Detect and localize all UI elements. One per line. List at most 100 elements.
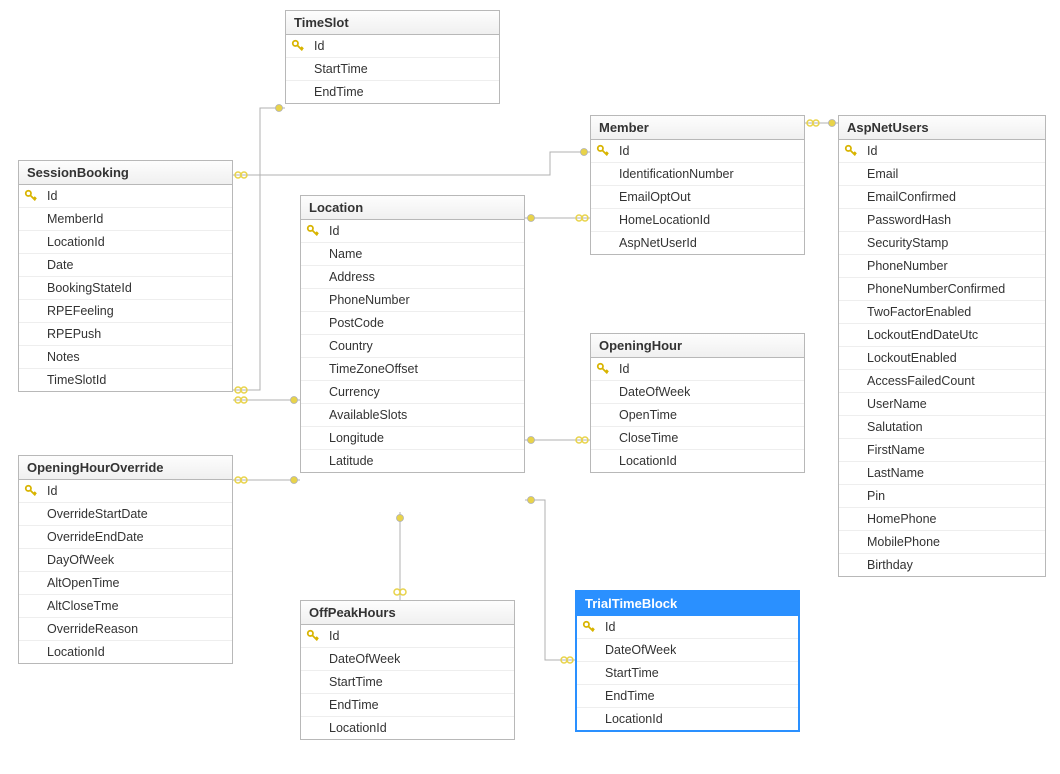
column-row[interactable]: PasswordHash <box>839 209 1045 232</box>
column-row[interactable]: AvailableSlots <box>301 404 524 427</box>
column-row[interactable]: FirstName <box>839 439 1045 462</box>
column-row[interactable]: LocationId <box>577 708 798 730</box>
column-row[interactable]: PostCode <box>301 312 524 335</box>
column-row[interactable]: EmailConfirmed <box>839 186 1045 209</box>
column-row[interactable]: DateOfWeek <box>301 648 514 671</box>
column-name: BookingStateId <box>43 281 132 295</box>
column-row[interactable]: Id <box>839 140 1045 163</box>
entity-header[interactable]: TimeSlot <box>286 11 499 35</box>
entity-openinghour[interactable]: OpeningHour IdDateOfWeekOpenTimeCloseTim… <box>590 333 805 473</box>
column-row[interactable]: LockoutEnabled <box>839 347 1045 370</box>
column-row[interactable]: Latitude <box>301 450 524 472</box>
column-row[interactable]: SecurityStamp <box>839 232 1045 255</box>
column-name: Salutation <box>863 420 923 434</box>
column-row[interactable]: Id <box>591 358 804 381</box>
column-row[interactable]: Notes <box>19 346 232 369</box>
column-row[interactable]: Date <box>19 254 232 277</box>
column-row[interactable]: StartTime <box>577 662 798 685</box>
column-name: PhoneNumber <box>863 259 948 273</box>
column-row[interactable]: DayOfWeek <box>19 549 232 572</box>
entity-header[interactable]: Location <box>301 196 524 220</box>
column-row[interactable]: PhoneNumber <box>839 255 1045 278</box>
column-row[interactable]: OverrideStartDate <box>19 503 232 526</box>
entity-header[interactable]: Member <box>591 116 804 140</box>
column-row[interactable]: LockoutEndDateUtc <box>839 324 1045 347</box>
column-row[interactable]: BookingStateId <box>19 277 232 300</box>
column-row[interactable]: CloseTime <box>591 427 804 450</box>
column-row[interactable]: PhoneNumber <box>301 289 524 312</box>
pk-key-icon <box>286 39 310 53</box>
entity-member[interactable]: Member IdIdentificationNumberEmailOptOut… <box>590 115 805 255</box>
column-row[interactable]: StartTime <box>286 58 499 81</box>
column-row[interactable]: Id <box>286 35 499 58</box>
column-row[interactable]: Id <box>19 480 232 503</box>
column-row[interactable]: TimeZoneOffset <box>301 358 524 381</box>
column-row[interactable]: LocationId <box>591 450 804 472</box>
column-row[interactable]: LastName <box>839 462 1045 485</box>
column-row[interactable]: Id <box>19 185 232 208</box>
entity-timeslot[interactable]: TimeSlot IdStartTimeEndTime <box>285 10 500 104</box>
entity-header[interactable]: OffPeakHours <box>301 601 514 625</box>
column-row[interactable]: DateOfWeek <box>591 381 804 404</box>
er-diagram-canvas[interactable]: TimeSlot IdStartTimeEndTimeSessionBookin… <box>0 0 1060 774</box>
entity-location[interactable]: Location IdNameAddressPhoneNumberPostCod… <box>300 195 525 473</box>
column-row[interactable]: Country <box>301 335 524 358</box>
column-name: Notes <box>43 350 80 364</box>
column-row[interactable]: AccessFailedCount <box>839 370 1045 393</box>
column-row[interactable]: Birthday <box>839 554 1045 576</box>
column-row[interactable]: TwoFactorEnabled <box>839 301 1045 324</box>
entity-aspnetusers[interactable]: AspNetUsers Id Email EmailConfirmedPasswor… <box>838 115 1046 577</box>
column-row[interactable]: EmailOptOut <box>591 186 804 209</box>
column-row[interactable]: TimeSlotId <box>19 369 232 391</box>
column-name: Id <box>43 484 57 498</box>
column-row[interactable]: PhoneNumberConfirmed <box>839 278 1045 301</box>
column-row[interactable]: RPEPush <box>19 323 232 346</box>
column-name: OverrideReason <box>43 622 138 636</box>
column-row[interactable]: HomeLocationId <box>591 209 804 232</box>
column-row[interactable]: Longitude <box>301 427 524 450</box>
column-row[interactable]: RPEFeeling <box>19 300 232 323</box>
column-name: FirstName <box>863 443 925 457</box>
column-row[interactable]: OverrideEndDate <box>19 526 232 549</box>
column-row[interactable]: AltOpenTime <box>19 572 232 595</box>
entity-offpeakhours[interactable]: OffPeakHours IdDateOfWeekStartTimeEndTim… <box>300 600 515 740</box>
column-row[interactable]: Email <box>839 163 1045 186</box>
column-row[interactable]: HomePhone <box>839 508 1045 531</box>
column-row[interactable]: Pin <box>839 485 1045 508</box>
column-row[interactable]: LocationId <box>19 641 232 663</box>
column-row[interactable]: LocationId <box>19 231 232 254</box>
column-row[interactable]: Id <box>591 140 804 163</box>
column-row[interactable]: Name <box>301 243 524 266</box>
column-name: Email <box>863 167 898 181</box>
column-row[interactable]: AspNetUserId <box>591 232 804 254</box>
entity-header[interactable]: OpeningHour <box>591 334 804 358</box>
column-name: DateOfWeek <box>601 643 676 657</box>
column-row[interactable]: Id <box>301 625 514 648</box>
column-row[interactable]: Id <box>577 616 798 639</box>
entity-header[interactable]: SessionBooking <box>19 161 232 185</box>
entity-sessionbooking[interactable]: SessionBooking IdMemberIdLocationIdDate B… <box>18 160 233 392</box>
column-row[interactable]: EndTime <box>286 81 499 103</box>
column-name: Currency <box>325 385 380 399</box>
entity-openinghouroverride[interactable]: OpeningHourOverride IdOverrideStartDateO… <box>18 455 233 664</box>
column-row[interactable]: Salutation <box>839 416 1045 439</box>
column-row[interactable]: LocationId <box>301 717 514 739</box>
column-row[interactable]: AltCloseTme <box>19 595 232 618</box>
column-row[interactable]: MobilePhone <box>839 531 1045 554</box>
column-row[interactable]: MemberId <box>19 208 232 231</box>
entity-header[interactable]: OpeningHourOverride <box>19 456 232 480</box>
column-row[interactable]: DateOfWeek <box>577 639 798 662</box>
column-row[interactable]: IdentificationNumber <box>591 163 804 186</box>
column-row[interactable]: OpenTime <box>591 404 804 427</box>
column-row[interactable]: Currency <box>301 381 524 404</box>
column-row[interactable]: Id <box>301 220 524 243</box>
column-row[interactable]: UserName <box>839 393 1045 416</box>
column-row[interactable]: EndTime <box>301 694 514 717</box>
entity-header[interactable]: AspNetUsers <box>839 116 1045 140</box>
column-row[interactable]: OverrideReason <box>19 618 232 641</box>
entity-trialtimeblock[interactable]: TrialTimeBlock Id DateOfWeek StartTimeEndT… <box>575 590 800 732</box>
column-row[interactable]: StartTime <box>301 671 514 694</box>
entity-header[interactable]: TrialTimeBlock <box>577 592 798 616</box>
column-row[interactable]: EndTime <box>577 685 798 708</box>
column-row[interactable]: Address <box>301 266 524 289</box>
